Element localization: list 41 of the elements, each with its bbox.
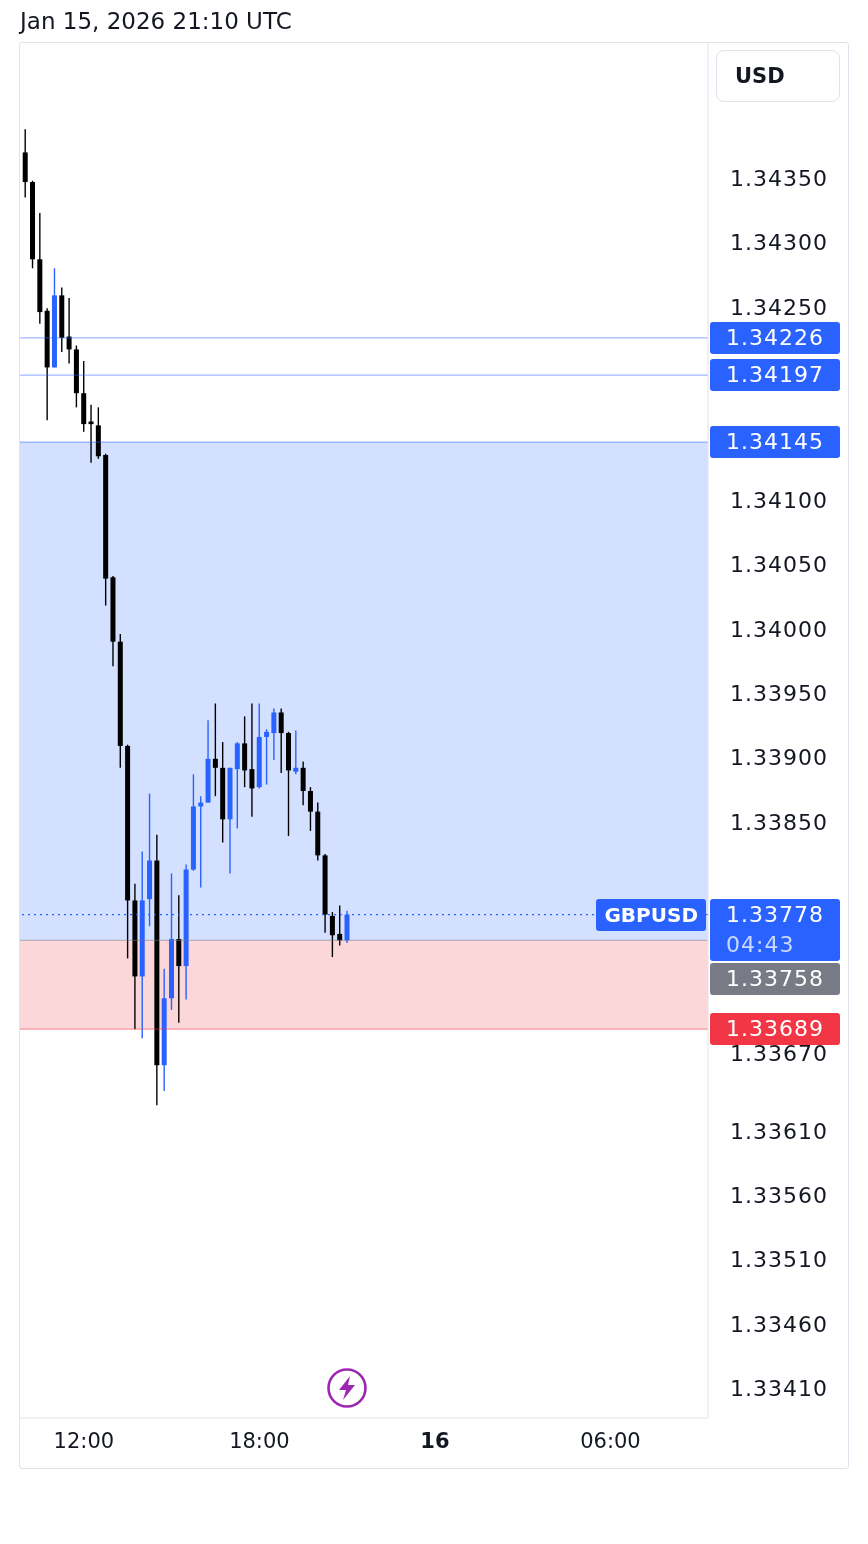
candlestick — [300, 760, 306, 806]
x-tick-label: 06:00 — [580, 1429, 641, 1453]
y-tick-label: 1.34000 — [730, 616, 828, 642]
y-tick-label: 1.34250 — [730, 294, 828, 320]
ref-line-label: 1.33778 — [726, 901, 824, 928]
candlestick — [329, 911, 335, 958]
y-tick-label: 1.33410 — [730, 1376, 828, 1402]
x-tick-label: 12:00 — [53, 1429, 115, 1453]
y-tick-label: 1.33460 — [730, 1311, 828, 1337]
ref-line-label: 1.34197 — [726, 362, 824, 389]
candlestick — [271, 707, 277, 761]
candlestick — [66, 297, 72, 365]
candlestick — [278, 707, 284, 774]
x-tick-label: 16 — [420, 1429, 450, 1453]
chart-title: Jan 15, 2026 21:10 UTC — [20, 7, 292, 36]
y-axis-title: USD — [735, 63, 785, 89]
y-tick-label: 1.33670 — [730, 1041, 828, 1067]
text: GBPUSD — [604, 902, 698, 927]
currency-button: USD — [716, 50, 840, 102]
ref-line-label: 1.34226 — [726, 324, 824, 351]
candlestick — [264, 728, 270, 786]
ref-line-label: 1.34145 — [726, 429, 824, 456]
candlestick — [307, 786, 313, 832]
y-tick-label: 1.33900 — [730, 745, 828, 771]
candlestick — [293, 729, 299, 775]
x-tick-label: 18:00 — [229, 1429, 290, 1453]
y-tick-label: 1.34100 — [730, 487, 828, 513]
y-tick-label: 1.33850 — [730, 809, 828, 835]
y-tick-label: 1.33510 — [730, 1247, 828, 1273]
ref-line-label: 1.33689 — [726, 1016, 824, 1043]
y-tick-label: 1.33560 — [730, 1183, 828, 1209]
y-tick-label: 1.33950 — [730, 680, 828, 706]
ref-line-label: 1.33758 — [726, 965, 824, 992]
y-tick-label: 1.34050 — [730, 552, 828, 578]
candlestick — [212, 702, 218, 797]
text: 04:43 — [726, 931, 795, 958]
candlestick — [249, 702, 255, 818]
y-tick-label: 1.33610 — [730, 1118, 828, 1144]
candlestick — [337, 904, 343, 947]
y-tick-label: 1.34300 — [730, 230, 828, 256]
y-tick-label: 1.34350 — [730, 165, 828, 191]
